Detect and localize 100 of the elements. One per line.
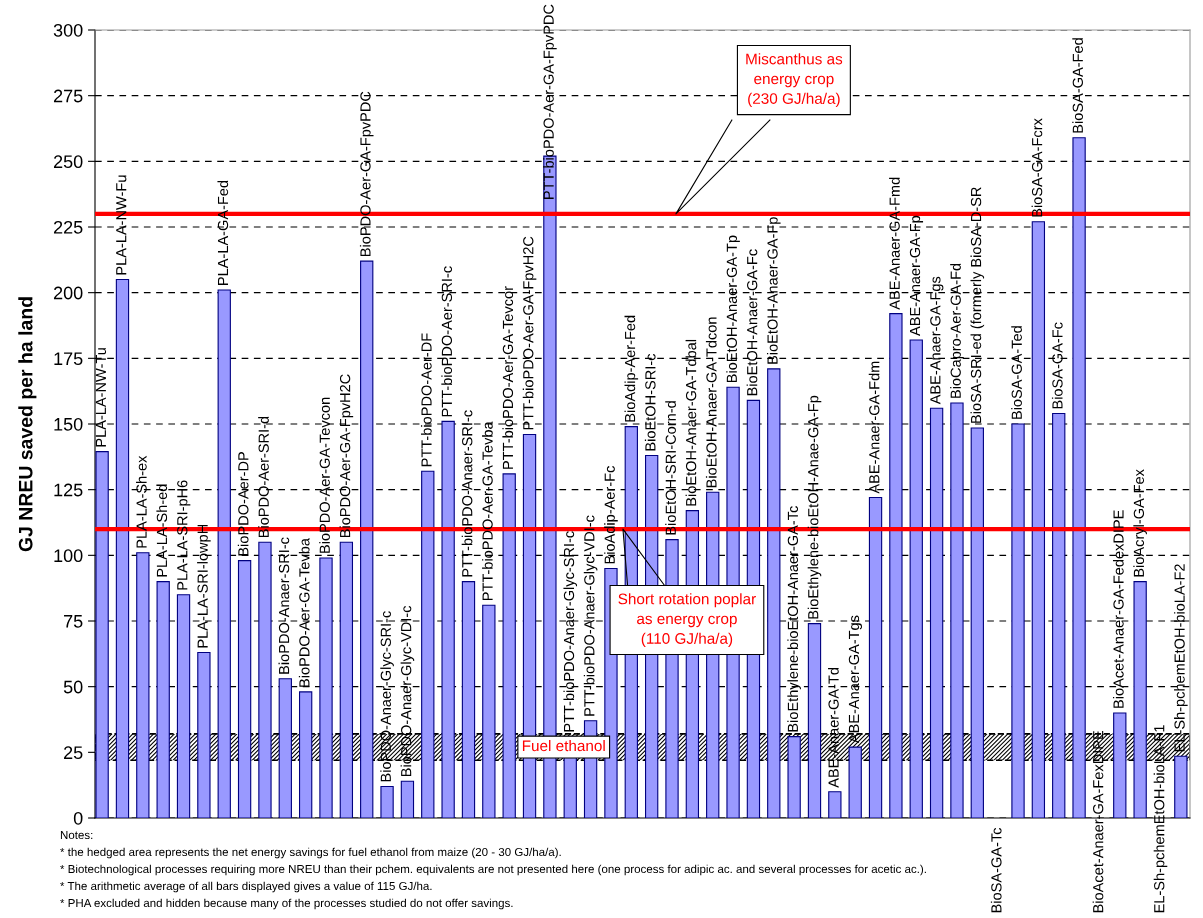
bar — [461, 581, 476, 818]
x-tick-label: PLA-LA-Sh-ed — [156, 484, 168, 577]
x-tick-label: BioPDO-Anaer-SRI-c — [278, 537, 290, 674]
x-tick-label: ABE-Anaer-GA-Fmd — [889, 177, 900, 310]
x-tick-label: BioEtOH-Anaer-GA-Tdcon — [705, 317, 717, 488]
y-tick-label: 275 — [53, 89, 83, 103]
bar — [868, 496, 883, 818]
text: * Biotechnological processes requiring more NREU than their pchem. equivalents are not presented here (one process for adipic ac. and several processes for acetic ac.). — [60, 864, 926, 876]
bar — [1174, 755, 1188, 818]
bar — [421, 470, 435, 818]
bar — [828, 791, 842, 818]
y-tick-label: 125 — [54, 483, 83, 497]
bar — [115, 278, 130, 818]
x-tick-label: PTT-bioPDO-Aer-GA-Tevcor — [502, 286, 514, 469]
x-tick-label: BioAcet-Anaer-GA-FedexDIPE — [1112, 510, 1124, 708]
x-tick-label: BioSA-GA-Ted — [1011, 326, 1022, 419]
x-tick-label: PTT-bioPDO-Aer-SRI-c — [441, 266, 453, 417]
x-tick-label: BioEtOH-Anaer-GA-Tdbal — [685, 339, 697, 506]
bar — [197, 651, 211, 818]
bar — [1113, 712, 1127, 818]
bar — [156, 581, 170, 818]
bar — [889, 313, 903, 818]
x-tick-label: BioCapro-Aer-GA-Fd — [950, 263, 964, 398]
x-tick-label: BioPDO-Aer-GA-FpvH2C — [339, 374, 354, 538]
x-tick-label: BioAcryl-GA-Fex — [1133, 469, 1147, 577]
bar — [848, 746, 862, 818]
x-tick-label: PLA-LA-NW-Fu — [116, 175, 127, 275]
bar — [360, 260, 374, 818]
x-tick-label: BioSA-GA-Fcrx — [1031, 118, 1043, 217]
x-tick-label: BioEthylene-bioEtOH-Anaer-GA-Tc — [787, 506, 801, 732]
x-tick-label: BioAcet-Anaer-GA-FexDIPE — [1092, 730, 1104, 913]
bar — [176, 594, 191, 818]
x-tick-label: ABE-Anaer-GA-Tgs — [848, 615, 862, 744]
bar — [400, 780, 415, 818]
x-tick-label: BioAdip-Aer-Fed — [624, 315, 639, 422]
bar — [909, 339, 923, 818]
x-tick-label: EL-Sh-pchemEtOH-bioLA-F2 — [1174, 564, 1188, 752]
x-tick-label: PLA-LA-GA-Fed — [217, 180, 229, 285]
x-tick-label: ABE-Anaer-GA-Fgs — [930, 276, 944, 405]
bar — [1133, 581, 1147, 818]
x-tick-label: BioSA-GA-Fed — [1072, 38, 1083, 133]
bar — [1011, 423, 1025, 818]
bar — [1072, 137, 1086, 818]
bar — [380, 785, 394, 818]
bar — [970, 427, 984, 818]
x-tick-label: PLA-LA-Sh-ex — [136, 455, 147, 548]
bar — [237, 560, 252, 818]
x-tick-label: BioPDO-Anaer-Glyc-SRI-c — [380, 611, 394, 782]
x-tick-label: BioAdip-Aer-Fc — [604, 466, 618, 564]
text: * the hedged area represents the net energy savings for fuel ethanol from maize (20 - 30 GJ/ha/a). — [60, 847, 561, 859]
x-tick-label: PTT-bioPDO-Anaer-Glyc-SRI-c — [563, 531, 578, 732]
bar — [298, 691, 313, 818]
x-tick-label: BioPDO-Aer-SRI-d — [258, 416, 269, 538]
x-tick-label: EL-Sh-pchemEtOH-bioLA-F1 — [1153, 725, 1168, 913]
y-tick-label: 50 — [63, 680, 83, 694]
x-tick-label: BioEthylene-bioEtOH-Anae-GA-Fp — [807, 395, 822, 619]
bar — [136, 552, 150, 818]
bar — [278, 678, 292, 818]
bar — [319, 557, 333, 818]
y-tick-label: 300 — [53, 23, 83, 37]
bar — [787, 736, 801, 818]
y-tick-label: 150 — [54, 417, 83, 431]
bar — [339, 541, 354, 818]
x-tick-label: BioSA-GA-Fc — [1051, 322, 1063, 409]
x-tick-label: BioPDO-Aer-GA-FpvPDC — [359, 91, 374, 257]
x-tick-label: ABE-Anaer-GA-Fp — [909, 215, 924, 336]
x-tick-label: BioPDO-Anaer-Glyc-VDI-c — [400, 605, 415, 777]
ref-line-label: Short rotation poplar as energy crop (110 GJ/ha/a) — [618, 593, 756, 647]
y-tick-label: 250 — [53, 155, 83, 169]
x-tick-label: BioPDO-Aer-GA-Tevba — [298, 538, 310, 687]
x-tick-label: ABE-Anaer-GA-Fdm — [868, 361, 880, 494]
x-tick-label: PTT-bioPDO-Anaer-SRI-c — [461, 410, 473, 577]
text: * PHA excluded and hidden because many of the processes studied do not offer savings. — [60, 898, 513, 910]
bar — [258, 541, 272, 818]
bar — [1031, 221, 1046, 818]
bar — [441, 420, 455, 818]
y-tick-label: 225 — [53, 220, 83, 234]
bar — [217, 289, 231, 818]
bar — [95, 451, 109, 818]
x-tick-label: ABE-Anaer-GA-Td — [828, 667, 839, 788]
band-label: Fuel ethanol — [522, 739, 605, 752]
bar — [1052, 412, 1066, 818]
y-tick-label: 100 — [54, 549, 83, 563]
x-tick-label: BioSA-SRI-ed (formerly BioSA-D-SR — [970, 187, 985, 423]
x-tick-label: PLA-LA-SRI-lowpH — [197, 524, 211, 648]
bar — [807, 623, 822, 818]
y-tick-label: 175 — [54, 352, 83, 366]
bar — [482, 604, 496, 818]
x-tick-label: PTT-bioPDO-Aer-GA-FpvH2C — [522, 236, 537, 430]
text: * The arithmetic average of all bars displayed gives a value of 115 GJ/ha. — [60, 881, 432, 893]
x-tick-label: BioEtOH-SRI-Corn-d — [665, 401, 676, 535]
bar — [767, 368, 781, 818]
bar — [950, 402, 964, 818]
x-tick-label: BioEtOH-SRI-c — [644, 353, 656, 451]
x-tick-label: PTT-bioPDO-Anaer-Glyc-VDI-c — [583, 515, 598, 716]
y-tick-label: 0 — [73, 811, 83, 825]
bar — [929, 407, 944, 818]
x-tick-label: PTT-bioPDO-Aer-GA-Tevba — [482, 421, 493, 601]
y-tick-label: 75 — [64, 615, 83, 628]
x-tick-label: BioEtOH-Anaer-GA-Tp — [726, 235, 740, 383]
